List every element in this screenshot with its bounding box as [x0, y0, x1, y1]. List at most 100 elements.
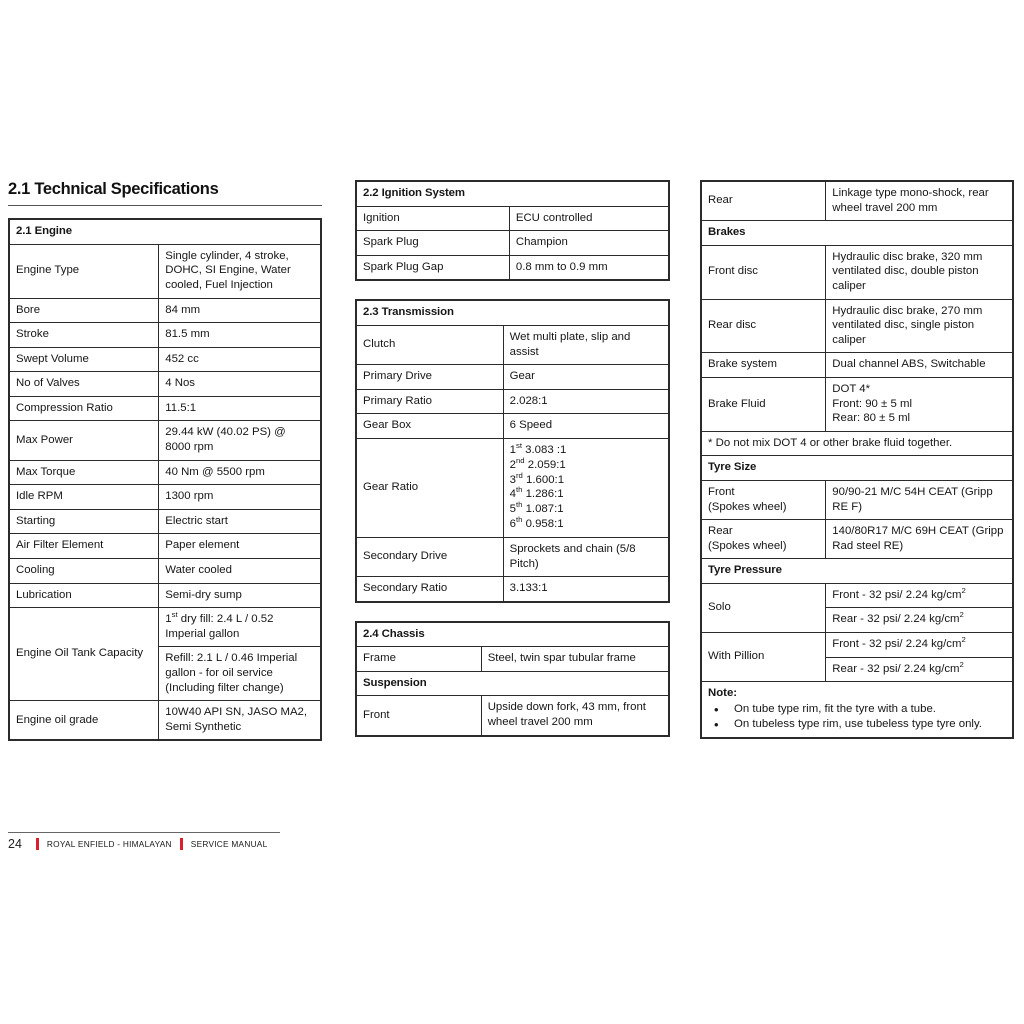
note-title: Note:: [708, 687, 738, 700]
row-value: 84 mm: [158, 297, 322, 324]
engine-table: 2.1 Engine Engine Type Single cylinder, …: [8, 218, 322, 742]
row-label: Compression Ratio: [8, 395, 160, 422]
table-row: Brake system Dual channel ABS, Switchabl…: [700, 352, 1014, 378]
gear-ratio-label: Gear Ratio: [355, 437, 504, 538]
table-section-row: 2.1 Engine: [8, 218, 322, 245]
row-label: Lubrication: [8, 582, 160, 609]
pressure-text: Rear - 32 psi/ 2.24 kg/cm: [832, 613, 960, 626]
row-label: Clutch: [355, 324, 504, 366]
row-label: Gear Box: [355, 413, 504, 439]
gear-number: 5: [509, 503, 516, 516]
pressure-text: Rear - 32 psi/ 2.24 kg/cm: [832, 662, 960, 675]
table-row: Front (Spokes wheel) 90/90-21 M/C 54H CE…: [700, 479, 1014, 521]
note-bullet: On tubeless type rim, use tubeless type …: [712, 716, 1006, 734]
row-label: Brake system: [700, 352, 827, 378]
row-label: Swept Volume: [8, 346, 160, 373]
tyre-size-rear-value: 140/80R17 M/C 69H CEAT (Gripp Rad steel …: [825, 519, 1014, 560]
table-row: Front Upside down fork, 43 mm, front whe…: [355, 695, 670, 737]
table-row: Engine Oil Tank Capacity 1st dry fill: 2…: [8, 607, 322, 702]
table-row: Lubrication Semi-dry sump: [8, 582, 322, 609]
table-section-row: 2.4 Chassis: [355, 621, 670, 648]
dry-fill-text: dry fill: 2.4 L / 0.52 Imperial gallon: [165, 613, 274, 640]
brake-fluid-line-1: DOT 4*: [832, 382, 871, 395]
tyre-pressure-solo-front: Front - 32 psi/ 2.24 kg/cm2: [825, 582, 1014, 609]
row-label: Max Torque: [8, 459, 160, 486]
row-label: Cooling: [8, 558, 160, 584]
gear-value: 2.059:1: [524, 458, 566, 471]
page-footer: 24 ROYAL ENFIELD - HIMALAYAN SERVICE MAN…: [8, 832, 280, 851]
tyre-size-front-label: Front (Spokes wheel): [700, 479, 827, 521]
tyre-pressure-pillion-label: With Pillion: [700, 632, 827, 683]
column-middle: 2.2 Ignition System Ignition ECU control…: [355, 180, 670, 755]
table-row: Primary Drive Gear: [355, 364, 670, 390]
row-value: Paper element: [158, 533, 322, 560]
gear-value: 0.958:1: [522, 518, 564, 531]
row-label: No of Valves: [8, 371, 160, 397]
table-section-row: Brakes: [700, 220, 1014, 246]
row-value: Electric start: [158, 508, 322, 535]
gear-ordinal: th: [515, 500, 523, 510]
table-row: Ignition ECU controlled: [355, 205, 670, 232]
suspension-front-value: Upside down fork, 43 mm, front wheel tra…: [480, 695, 670, 737]
table-row: * Do not mix DOT 4 or other brake fluid …: [700, 430, 1014, 457]
dry-fill-number: 1: [165, 613, 172, 626]
title-underline: [8, 205, 322, 207]
gear-value: 3.083 :1: [521, 443, 567, 456]
table-row: Stroke 81.5 mm: [8, 322, 322, 348]
transmission-section-header: 2.3 Transmission: [355, 299, 670, 326]
row-value: 4 Nos: [158, 371, 322, 397]
suspension-rear-label: Rear: [700, 180, 827, 222]
row-value: Hydraulic disc brake, 320 mm ventilated …: [825, 244, 1014, 300]
transmission-table: 2.3 Transmission Clutch Wet multi plate,…: [355, 299, 670, 603]
table-row: Air Filter Element Paper element: [8, 533, 322, 560]
tyre-note-block: Note: On tube type rim, fit the tyre wit…: [700, 681, 1014, 739]
unit-superscript: 2: [961, 635, 966, 645]
footer-accent-bar-icon: [179, 838, 183, 850]
row-value: Hydraulic disc brake, 270 mm ventilated …: [825, 298, 1014, 354]
brake-fluid-value: DOT 4* Front: 90 ± 5 ml Rear: 80 ± 5 ml: [825, 376, 1014, 432]
gear-number: 1: [509, 443, 516, 456]
tyre-size-rear-label: Rear (Spokes wheel): [700, 519, 827, 560]
table-row: Refill: 2.1 L / 0.46 Imperial gallon - f…: [9, 646, 322, 702]
gear-ordinal: nd: [515, 455, 525, 465]
brake-fluid-label: Brake Fluid: [700, 376, 827, 432]
note-bullet: On tube type rim, fit the tyre with a tu…: [712, 701, 1006, 719]
row-value: 2.028:1: [502, 388, 670, 415]
table-row: Idle RPM 1300 rpm: [8, 484, 322, 510]
table-row: Bore 84 mm: [8, 297, 322, 324]
table-row: Engine Type Single cylinder, 4 stroke, D…: [8, 243, 322, 299]
row-value: 11.5:1: [158, 395, 322, 422]
column-right: Rear Linkage type mono-shock, rear wheel…: [700, 180, 1014, 757]
brakes-section-header: Brakes: [700, 220, 1014, 246]
gear-ordinal: rd: [515, 470, 523, 480]
table-row: With Pillion Front - 32 psi/ 2.24 kg/cm2: [700, 632, 1014, 683]
row-value: Single cylinder, 4 stroke, DOHC, SI Engi…: [158, 243, 322, 299]
oil-grade-value: 10W40 API SN, JASO MA2, Semi Synthetic: [158, 700, 322, 741]
gear-ratio-item: 3rd 1.600:1: [510, 470, 662, 488]
table-row: Primary Ratio 2.028:1: [355, 388, 670, 415]
table-row: Solo Front - 32 psi/ 2.24 kg/cm2: [700, 582, 1014, 634]
table-row: Engine oil grade 10W40 API SN, JASO MA2,…: [8, 700, 322, 741]
tyre-pressure-solo-rear: Rear - 32 psi/ 2.24 kg/cm2: [825, 607, 1014, 634]
footer-manual-label: SERVICE MANUAL: [190, 839, 268, 849]
gear-number: 2: [509, 458, 516, 471]
row-value: Sprockets and chain (5/8 Pitch): [502, 536, 670, 578]
tyre-size-front-value: 90/90-21 M/C 54H CEAT (Gripp RE F): [825, 479, 1014, 521]
ignition-section-header: 2.2 Ignition System: [355, 180, 670, 207]
tyre-pressure-pillion-rear: Rear - 32 psi/ 2.24 kg/cm2: [825, 656, 1014, 683]
row-value: Water cooled: [158, 558, 322, 584]
tyre-pressure-solo-label: Solo: [700, 582, 827, 634]
row-value: Wet multi plate, slip and assist: [502, 324, 670, 366]
tyre-pressure-pillion-front: Front - 32 psi/ 2.24 kg/cm2: [825, 632, 1014, 658]
table-row: Rear (Spokes wheel) 140/80R17 M/C 69H CE…: [700, 519, 1014, 560]
page-title: 2.1 Technical Specifications: [8, 180, 219, 198]
suspension-section-header: Suspension: [355, 670, 670, 697]
tyre-pressure-section-header: Tyre Pressure: [700, 558, 1014, 584]
row-label: Max Power: [8, 420, 160, 461]
table-section-row: 2.3 Transmission: [355, 299, 670, 326]
oil-tank-dry-fill-value: 1st dry fill: 2.4 L / 0.52 Imperial gall…: [158, 607, 322, 648]
gear-ratio-item: 6th 0.958:1: [510, 516, 662, 532]
gear-ratio-item: 2nd 2.059:1: [509, 455, 662, 473]
table-section-row: 2.2 Ignition System: [355, 180, 670, 207]
